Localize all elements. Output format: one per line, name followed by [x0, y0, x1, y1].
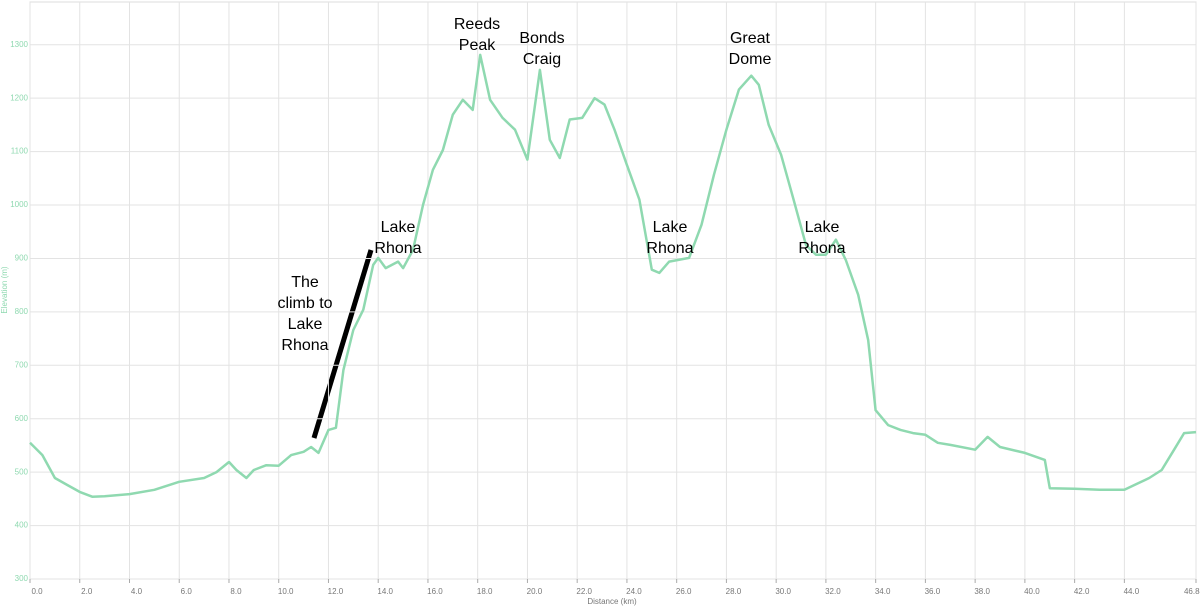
y-tick-label: 400: [15, 521, 29, 530]
x-tick-label: 46.88: [1184, 587, 1200, 596]
y-tick-label: 1000: [10, 200, 28, 209]
x-tick-label: 38.0: [974, 587, 990, 596]
annotation: Peak: [459, 37, 496, 54]
x-tick-label: 28.0: [726, 587, 742, 596]
x-tick-label: 40.0: [1024, 587, 1040, 596]
annotation: Reeds: [454, 16, 500, 33]
y-tick-label: 1200: [10, 93, 28, 102]
annotation: climb to: [277, 295, 332, 312]
x-tick-label: 34.0: [875, 587, 891, 596]
x-tick-label: 16.0: [427, 587, 443, 596]
annotation: Bonds: [519, 30, 564, 47]
x-tick-label: 14.0: [377, 587, 393, 596]
x-tick-label: 30.0: [775, 587, 791, 596]
elevation-line: [29, 53, 1197, 498]
y-tick-label: 700: [15, 360, 29, 369]
x-tick-label: 10.0: [278, 587, 294, 596]
x-tick-label: 22.0: [576, 587, 592, 596]
x-axis-label: Distance (km): [587, 597, 637, 606]
x-tick-label: 24.0: [626, 587, 642, 596]
x-tick-label: 36.0: [925, 587, 941, 596]
y-tick-label: 1100: [11, 147, 29, 156]
x-tick-label: 8.0: [230, 587, 242, 596]
annotation-pointer: [311, 249, 374, 439]
y-axis-label: Elevation (m): [0, 266, 9, 313]
x-tick-label: 26.0: [676, 587, 692, 596]
annotation: Rhona: [798, 240, 845, 257]
annotation: Lake: [653, 219, 688, 236]
annotation: Rhona: [646, 240, 693, 257]
annotation: Lake: [381, 219, 416, 236]
x-tick-label: 0.0: [31, 587, 43, 596]
annotation: Rhona: [281, 337, 328, 354]
x-tick-label: 6.0: [181, 587, 193, 596]
x-tick-label: 42.0: [1074, 587, 1090, 596]
y-tick-label: 800: [15, 307, 29, 316]
y-tick-label: 300: [15, 574, 29, 583]
x-tick-label: 44.0: [1124, 587, 1140, 596]
annotation: Lake: [805, 219, 840, 236]
x-tick-label: 32.0: [825, 587, 841, 596]
y-tick-label: 500: [15, 467, 29, 476]
y-tick-label: 600: [15, 414, 29, 423]
y-tick-label: 1300: [10, 40, 28, 49]
x-tick-label: 12.0: [328, 587, 344, 596]
annotation: Craig: [523, 51, 561, 68]
annotation: Rhona: [374, 240, 421, 257]
annotation: Dome: [729, 51, 772, 68]
y-tick-label: 900: [15, 254, 29, 263]
x-tick-label: 20.0: [527, 587, 543, 596]
x-tick-label: 2.0: [81, 587, 93, 596]
annotation: Great: [730, 30, 771, 47]
x-tick-label: 18.0: [477, 587, 493, 596]
x-tick-label: 4.0: [131, 587, 143, 596]
annotation: Lake: [288, 316, 323, 333]
annotation: The: [291, 274, 319, 291]
